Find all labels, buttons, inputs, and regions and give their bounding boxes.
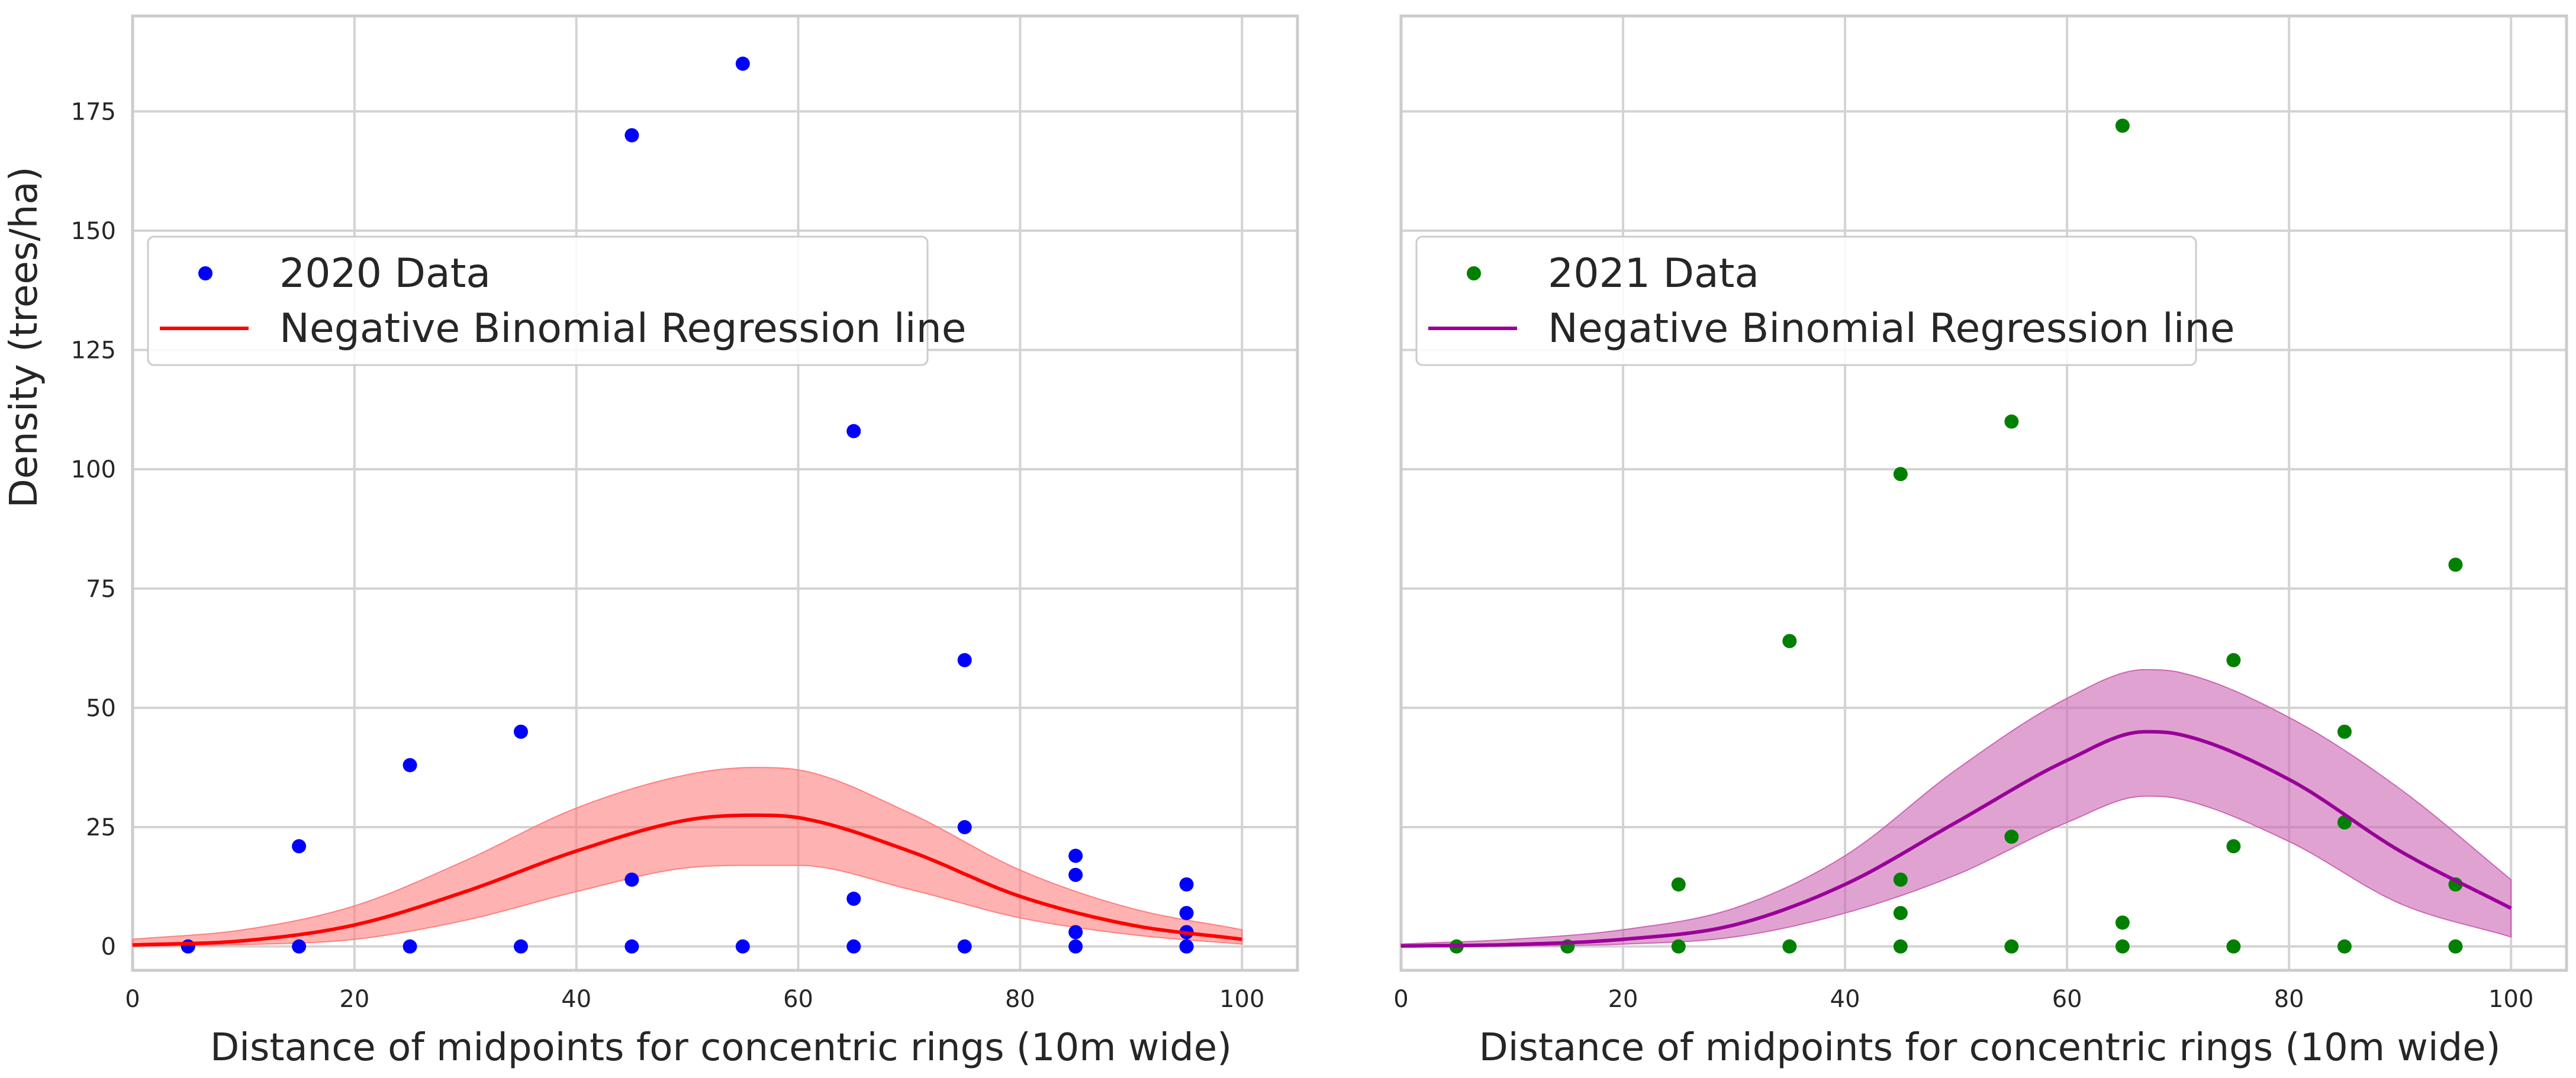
panel-2020: 0 20 40 60 80 100 0 25 50 75 100 125 150 175 Distance … [71,14,1299,1070]
x-tick-label: 80 [2274,986,2304,1013]
data-point [1179,906,1194,921]
x-axis-label: Distance of midpoints for concentric rin… [210,1026,1232,1070]
data-point [402,758,417,773]
data-point [2226,939,2241,954]
data-point [624,939,639,954]
x-tick-label: 100 [2488,986,2533,1013]
legend-label: Negative Binomial Regression line [279,305,967,352]
data-point [514,724,528,739]
data-point [2226,653,2241,667]
data-point [1671,877,1686,892]
data-point [957,939,972,954]
confidence-band [1400,669,2512,947]
legend-label: Negative Binomial Regression line [1548,305,2235,352]
data-point [846,939,861,954]
data-point [957,653,972,667]
legend-label: 2020 Data [279,250,491,297]
data-point [1671,939,1686,954]
panel-2021: 0 20 40 60 80 100 Distance of midpoints for co… [1393,14,2568,1070]
legend-box [1415,235,2197,366]
data-point [2004,414,2019,429]
data-point [1068,867,1083,882]
y-axis-label: Density (trees/ha) [2,166,46,508]
legend-label: 2021 Data [1548,250,1759,297]
data-point [402,939,417,954]
panels-root: 0 20 40 60 80 100 0 25 50 75 100 125 150 175 Distance … [71,14,2568,1070]
y-tick-label: 0 [101,934,116,961]
x-tick-label: 20 [1608,986,1638,1013]
data-point [1068,848,1083,863]
data-point [181,939,195,954]
confidence-band [132,767,1243,947]
x-tick-label: 40 [561,986,591,1013]
y-tick-label: 100 [71,456,116,483]
data-point [2337,724,2352,739]
legend-marker [1467,266,1481,280]
x-tick-label: 0 [1393,986,1408,1013]
data-point [1179,939,1194,954]
data-point [846,892,861,906]
data-point [624,128,639,143]
data-point [2004,939,2019,954]
legend-marker [198,266,212,280]
data-point [2337,939,2352,954]
axes-frame [1399,14,2568,972]
data-point [292,839,307,854]
x-tick-label: 60 [2052,986,2082,1013]
regression-line [132,813,1242,947]
x-tick-label: 100 [1219,986,1264,1013]
x-tick-label: 40 [1830,986,1860,1013]
data-point [1782,634,1797,648]
axes-frame [131,14,1299,972]
x-tick-label: 80 [1005,986,1035,1013]
data-point [1893,467,1908,482]
x-axis-label: Distance of midpoints for concentric rin… [1479,1026,2500,1070]
data-point [1068,925,1083,940]
data-point [2226,839,2241,854]
data-point [1893,906,1908,921]
y-tick-label: 25 [86,814,116,841]
y-tick-label: 125 [71,337,116,364]
data-point [2115,118,2130,133]
data-point [624,872,639,887]
data-point [735,56,750,71]
data-point [2448,939,2463,954]
data-point [1068,939,1083,954]
legend: 2021 Data Negative Binomial Regression li… [1415,235,2235,366]
data-point [1782,939,1797,954]
y-tick-label: 150 [71,218,116,245]
x-tick-label: 60 [783,986,813,1013]
data-point [2448,557,2463,572]
data-point [2115,939,2130,954]
x-tick-label: 0 [125,986,140,1013]
data-point [1893,939,1908,954]
data-point [2004,830,2019,844]
legend: 2020 Data Negative Binomial Regression li… [147,235,967,366]
data-point [735,939,750,954]
legend-box [147,235,929,366]
data-point [1179,877,1194,892]
data-point [514,939,528,954]
data-point [292,939,307,954]
y-tick-label: 75 [86,576,116,603]
data-point [846,424,861,438]
data-point [2115,915,2130,930]
regression-line [1400,730,2512,948]
data-point [1893,872,1908,887]
y-tick-label: 50 [86,695,116,722]
x-tick-label: 20 [339,986,369,1013]
y-tick-label: 175 [71,98,116,125]
data-point [957,820,972,835]
